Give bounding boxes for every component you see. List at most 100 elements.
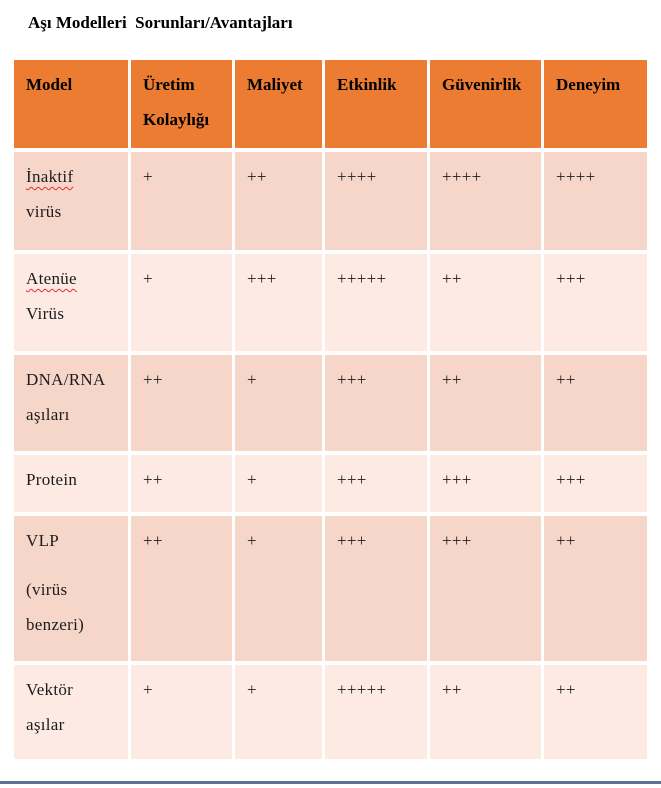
- rating-value: +: [143, 167, 153, 186]
- column-header-line: Model: [26, 75, 73, 94]
- rating-value: ++++: [337, 167, 377, 186]
- rating-value: +++: [442, 531, 472, 550]
- rating-value: ++: [143, 470, 163, 489]
- rating-value: +: [247, 470, 257, 489]
- model-name-line: Vektör: [26, 680, 74, 699]
- table-body: İnaktif virüs + ++ ++++ ++++ ++++ Atenüe Virüs + +…: [14, 152, 647, 759]
- table-header-row: Model Üretim Kolaylığı Maliyet Etkinlik Güven…: [14, 60, 647, 148]
- table-row: DNA/RNA aşıları ++ + +++ ++ ++: [14, 355, 647, 451]
- model-name-line: VLP: [26, 531, 60, 550]
- column-header-line: Deneyim: [556, 75, 621, 94]
- rating-cell-uretim-kolayligi: ++: [131, 516, 232, 661]
- window-bottom-border: [0, 781, 661, 784]
- rating-cell-uretim-kolayligi: +: [131, 254, 232, 351]
- column-header-line: Etkinlik: [337, 75, 397, 94]
- column-header-line: Maliyet: [247, 75, 303, 94]
- column-header-uretim-kolayligi: Üretim Kolaylığı: [131, 60, 232, 148]
- rating-cell-etkinlik: +++: [325, 516, 427, 661]
- rating-cell-guvenirlik: ++: [430, 665, 541, 759]
- column-header-etkinlik: Etkinlik: [325, 60, 427, 148]
- rating-value: +++: [556, 470, 586, 489]
- model-name-line: aşılar: [26, 715, 65, 734]
- rating-value: +++++: [337, 680, 387, 699]
- model-name-line: DNA/RNA: [26, 370, 106, 389]
- rating-cell-uretim-kolayligi: +: [131, 665, 232, 759]
- column-header-model: Model: [14, 60, 128, 148]
- table-row: İnaktif virüs + ++ ++++ ++++ ++++: [14, 152, 647, 250]
- rating-cell-deneyim: ++: [544, 665, 647, 759]
- column-header-line: Güvenirlik: [442, 75, 522, 94]
- model-cell: Protein: [14, 455, 128, 512]
- rating-value: ++: [442, 680, 462, 699]
- rating-cell-etkinlik: +++++: [325, 254, 427, 351]
- column-header-line: Üretim: [143, 75, 195, 94]
- rating-value: ++++: [556, 167, 596, 186]
- model-cell: DNA/RNA aşıları: [14, 355, 128, 451]
- model-name-line: virüs: [26, 202, 62, 221]
- rating-value: ++++: [442, 167, 482, 186]
- rating-cell-deneyim: +++: [544, 455, 647, 512]
- model-cell: VLP (virüs benzeri): [14, 516, 128, 661]
- rating-value: ++: [143, 370, 163, 389]
- paragraph-spacer: [26, 558, 122, 572]
- rating-value: ++: [556, 531, 576, 550]
- rating-cell-deneyim: +++: [544, 254, 647, 351]
- misspelled-word: İnaktif: [26, 167, 74, 186]
- rating-cell-maliyet: +++: [235, 254, 322, 351]
- rating-value: ++: [442, 269, 462, 288]
- model-name-line: benzeri): [26, 615, 85, 634]
- model-name-line: Atenüe: [26, 261, 122, 296]
- rating-cell-etkinlik: +++: [325, 455, 427, 512]
- model-cell: İnaktif virüs: [14, 152, 128, 250]
- rating-value: ++: [556, 680, 576, 699]
- column-header-maliyet: Maliyet: [235, 60, 322, 148]
- rating-cell-guvenirlik: +++: [430, 455, 541, 512]
- table-row: Protein ++ + +++ +++ +++: [14, 455, 647, 512]
- rating-value: +: [143, 680, 153, 699]
- column-header-guvenirlik: Güvenirlik: [430, 60, 541, 148]
- page-title: Aşı Modelleri Sorunları/Avantajları: [28, 13, 293, 32]
- rating-cell-uretim-kolayligi: ++: [131, 455, 232, 512]
- rating-cell-deneyim: ++++: [544, 152, 647, 250]
- rating-cell-deneyim: ++: [544, 516, 647, 661]
- table-row: Atenüe Virüs + +++ +++++ ++ +++: [14, 254, 647, 351]
- rating-cell-uretim-kolayligi: ++: [131, 355, 232, 451]
- rating-cell-deneyim: ++: [544, 355, 647, 451]
- model-name-line: İnaktif: [26, 159, 122, 194]
- rating-cell-etkinlik: +++: [325, 355, 427, 451]
- document-page: Aşı Modelleri Sorunları/Avantajları Mode…: [0, 12, 661, 784]
- column-header-line: Kolaylığı: [143, 110, 210, 129]
- rating-cell-uretim-kolayligi: +: [131, 152, 232, 250]
- table-row: VLP (virüs benzeri) ++ + +++ +++ ++: [14, 516, 647, 661]
- model-cell: Atenüe Virüs: [14, 254, 128, 351]
- rating-cell-maliyet: +: [235, 355, 322, 451]
- rating-value: +++: [337, 370, 367, 389]
- rating-cell-guvenirlik: +++: [430, 516, 541, 661]
- model-name-line: aşıları: [26, 405, 70, 424]
- rating-value: +++: [442, 470, 472, 489]
- rating-cell-maliyet: +: [235, 665, 322, 759]
- rating-cell-guvenirlik: ++: [430, 355, 541, 451]
- rating-cell-guvenirlik: ++++: [430, 152, 541, 250]
- rating-value: +++: [556, 269, 586, 288]
- rating-value: +: [247, 531, 257, 550]
- rating-cell-maliyet: ++: [235, 152, 322, 250]
- rating-value: ++: [247, 167, 267, 186]
- rating-cell-maliyet: +: [235, 516, 322, 661]
- rating-value: ++: [143, 531, 163, 550]
- rating-value: +++: [337, 470, 367, 489]
- model-name-line: Protein: [26, 470, 78, 489]
- model-cell: Vektör aşılar: [14, 665, 128, 759]
- rating-cell-etkinlik: ++++: [325, 152, 427, 250]
- rating-value: +: [247, 370, 257, 389]
- rating-cell-guvenirlik: ++: [430, 254, 541, 351]
- rating-value: ++: [556, 370, 576, 389]
- rating-value: +++: [247, 269, 277, 288]
- rating-value: +: [143, 269, 153, 288]
- table-row: Vektör aşılar + + +++++ ++ ++: [14, 665, 647, 759]
- model-name-line: (virüs: [26, 580, 68, 599]
- rating-cell-etkinlik: +++++: [325, 665, 427, 759]
- rating-value: +++: [337, 531, 367, 550]
- rating-value: ++: [442, 370, 462, 389]
- rating-value: +++++: [337, 269, 387, 288]
